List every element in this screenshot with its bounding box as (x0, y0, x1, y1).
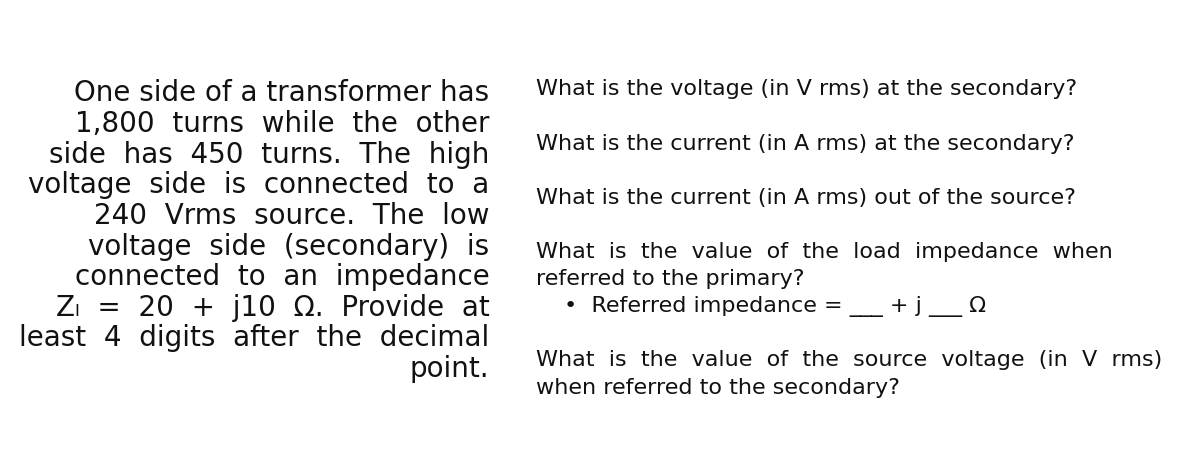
Text: 240  Vrms  source.  The  low: 240 Vrms source. The low (94, 202, 490, 230)
Text: least  4  digits  after  the  decimal: least 4 digits after the decimal (19, 324, 490, 352)
Text: What  is  the  value  of  the  load  impedance  when: What is the value of the load impedance … (536, 242, 1112, 262)
Text: What is the voltage (in V rms) at the secondary?: What is the voltage (in V rms) at the se… (536, 80, 1078, 100)
Text: What is the current (in A rms) at the secondary?: What is the current (in A rms) at the se… (536, 133, 1074, 154)
Text: 1,800  turns  while  the  other: 1,800 turns while the other (74, 110, 490, 138)
Text: point.: point. (410, 355, 490, 383)
Text: What  is  the  value  of  the  source  voltage  (in  V  rms): What is the value of the source voltage … (536, 351, 1163, 371)
Text: voltage  side  is  connected  to  a: voltage side is connected to a (28, 171, 490, 199)
Text: One side of a transformer has: One side of a transformer has (74, 80, 490, 107)
Text: when referred to the secondary?: when referred to the secondary? (536, 377, 900, 398)
Text: referred to the primary?: referred to the primary? (536, 269, 804, 289)
Text: voltage  side  (secondary)  is: voltage side (secondary) is (89, 233, 490, 260)
Text: •  Referred impedance = ___ + j ___ Ω: • Referred impedance = ___ + j ___ Ω (564, 296, 986, 317)
Text: side  has  450  turns.  The  high: side has 450 turns. The high (49, 141, 490, 169)
Text: What is the current (in A rms) out of the source?: What is the current (in A rms) out of th… (536, 188, 1076, 208)
Text: connected  to  an  impedance: connected to an impedance (74, 263, 490, 291)
Text: Zₗ  =  20  +  j10  Ω.  Provide  at: Zₗ = 20 + j10 Ω. Provide at (55, 294, 490, 322)
